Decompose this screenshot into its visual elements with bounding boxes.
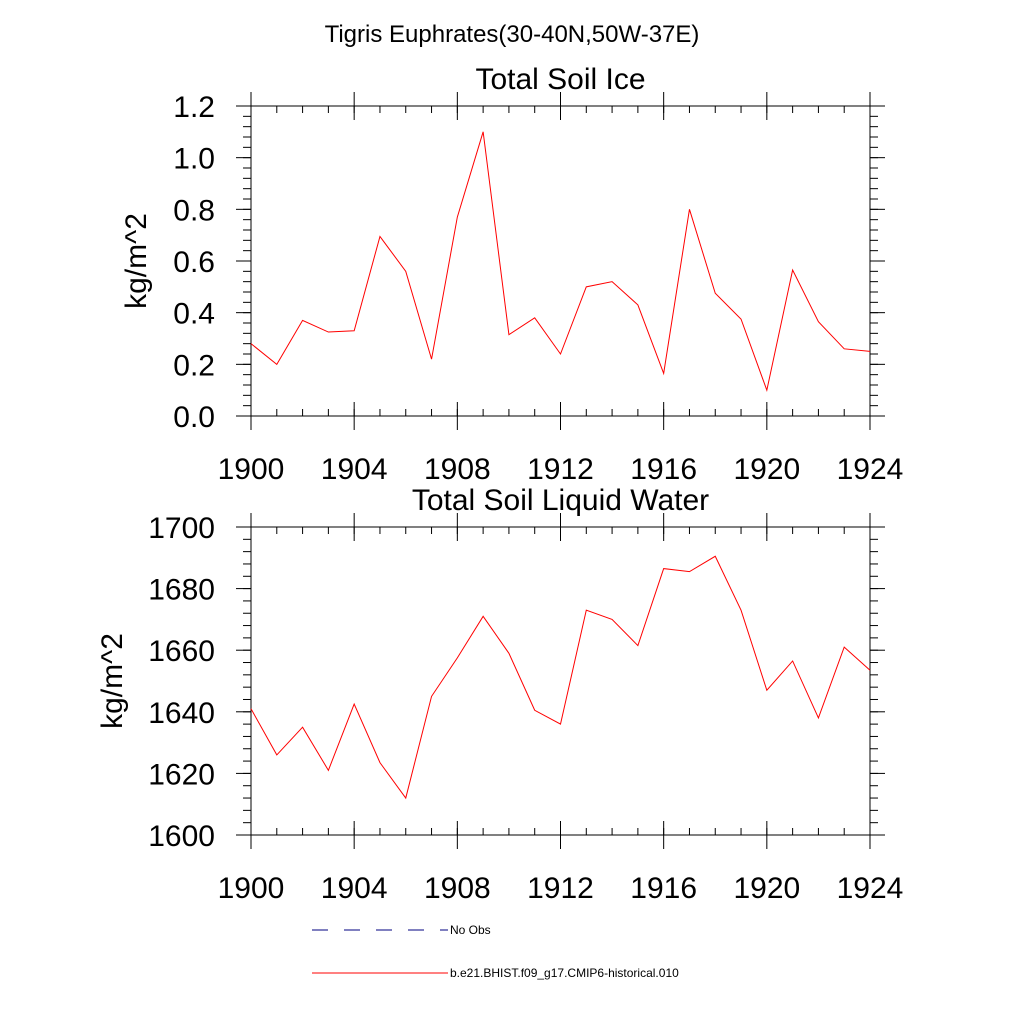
data-point (689, 209, 690, 210)
y-tick-label: 1620 (148, 758, 215, 791)
figure-title: Tigris Euphrates(30-40N,50W-37E) (325, 21, 700, 48)
data-point (379, 762, 380, 763)
x-tick-label: 1924 (837, 453, 904, 486)
data-point (663, 373, 664, 374)
data-point (560, 724, 561, 725)
data-point (276, 754, 277, 755)
data-point (766, 390, 767, 391)
y-tick-label: 1660 (148, 635, 215, 668)
y-tick-label: 0.6 (173, 246, 215, 279)
data-point (612, 619, 613, 620)
x-tick-label: 1924 (837, 872, 904, 905)
data-point (792, 270, 793, 271)
legend-label-2: b.e21.BHIST.f09_g17.CMIP6-historical.010 (450, 966, 679, 980)
x-tick-label: 1908 (424, 453, 491, 486)
data-point (586, 610, 587, 611)
data-point (612, 281, 613, 282)
data-point (870, 670, 871, 671)
data-point (328, 332, 329, 333)
data-point (715, 556, 716, 557)
y-tick-label: 1.0 (173, 143, 215, 176)
data-point (844, 348, 845, 349)
data-point (251, 708, 252, 709)
y-axis-label: kg/m^2 (96, 633, 129, 729)
y-tick-label: 1640 (148, 697, 215, 730)
data-point (457, 217, 458, 218)
data-point (637, 304, 638, 305)
chart-panels: Total Soil Ice 1900 1904 1908 1912 1916 1920 19… (96, 63, 903, 905)
data-point (792, 660, 793, 661)
y-tick-label: 0.0 (173, 401, 215, 434)
x-tick-label: 1904 (321, 453, 388, 486)
data-point (354, 330, 355, 331)
data-point (818, 321, 819, 322)
x-tick-label: 1908 (424, 872, 491, 905)
data-point (328, 770, 329, 771)
data-point (637, 645, 638, 646)
chart-title: Total Soil Liquid Water (412, 484, 709, 517)
data-point (508, 653, 509, 654)
data-point (483, 131, 484, 132)
series-line-1 (250, 131, 871, 392)
x-tick-label: 1912 (527, 453, 594, 486)
data-point (508, 334, 509, 335)
data-point (663, 568, 664, 569)
data-point (302, 320, 303, 321)
data-point (586, 286, 587, 287)
data-point (818, 717, 819, 718)
y-tick-label: 1680 (148, 574, 215, 607)
data-point (431, 359, 432, 360)
x-tick-label: 1900 (218, 872, 285, 905)
legend-label-1: No Obs (450, 923, 491, 937)
data-point (251, 343, 252, 344)
chart-title: Total Soil Ice (475, 63, 645, 96)
data-point (431, 696, 432, 697)
y-tick-label: 1600 (148, 820, 215, 853)
data-point (534, 317, 535, 318)
y-tick-label: 0.8 (173, 194, 215, 227)
chart-panel-1: Total Soil Ice 1900 1904 1908 1912 1916 1920 19… (120, 63, 903, 486)
data-point (457, 657, 458, 658)
data-point (844, 647, 845, 648)
x-tick-label: 1916 (630, 872, 697, 905)
x-tick-label: 1900 (218, 453, 285, 486)
data-point (354, 704, 355, 705)
data-point (689, 571, 690, 572)
data-point (870, 351, 871, 352)
y-tick-label: 0.4 (173, 298, 215, 331)
plot-frame (250, 526, 871, 836)
data-point (534, 710, 535, 711)
x-tick-label: 1920 (733, 872, 800, 905)
data-point (560, 354, 561, 355)
data-point (379, 236, 380, 237)
x-tick-label: 1920 (733, 453, 800, 486)
x-tick-label: 1912 (527, 872, 594, 905)
plot-frame (250, 105, 871, 417)
data-point (483, 616, 484, 617)
data-point (405, 271, 406, 272)
series-line-1 (250, 555, 871, 800)
data-point (405, 798, 406, 799)
x-tick-label: 1916 (630, 453, 697, 486)
data-point (741, 319, 742, 320)
x-tick-label: 1904 (321, 872, 388, 905)
data-point (276, 364, 277, 365)
y-tick-label: 0.2 (173, 349, 215, 382)
y-tick-label: 1700 (148, 512, 215, 545)
chart-panel-2: Total Soil Liquid Water 1900 1904 1908 1912 1… (96, 484, 903, 905)
data-point (715, 293, 716, 294)
legend: No Obs b.e21.BHIST.f09_g17.CMIP6-historic… (312, 923, 679, 980)
data-point (766, 690, 767, 691)
y-axis-label: kg/m^2 (120, 213, 153, 309)
data-point (302, 727, 303, 728)
data-point (741, 610, 742, 611)
y-tick-label: 1.2 (173, 91, 215, 124)
